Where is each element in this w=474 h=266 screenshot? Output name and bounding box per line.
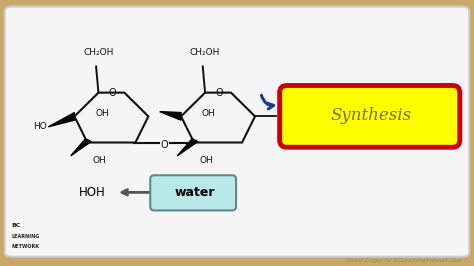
FancyBboxPatch shape — [280, 85, 460, 147]
Text: OH: OH — [199, 156, 213, 165]
Text: OH: OH — [92, 156, 107, 165]
Text: OH: OH — [277, 112, 292, 121]
Text: BC: BC — [12, 223, 21, 228]
Polygon shape — [48, 113, 74, 127]
Text: OH: OH — [95, 109, 109, 118]
Text: Darrol Colgur for BCLearningNetwork.com: Darrol Colgur for BCLearningNetwork.com — [346, 258, 462, 263]
Text: HO: HO — [33, 122, 47, 131]
Text: O: O — [161, 140, 169, 150]
Text: O: O — [109, 88, 116, 98]
Text: OH: OH — [201, 109, 216, 118]
Polygon shape — [71, 139, 91, 156]
Text: NETWORK: NETWORK — [12, 244, 40, 248]
Text: CH₂OH: CH₂OH — [83, 48, 114, 57]
Text: Synthesis: Synthesis — [330, 107, 411, 124]
FancyBboxPatch shape — [150, 175, 236, 210]
Text: water: water — [175, 186, 216, 199]
Polygon shape — [177, 139, 198, 156]
Text: CH₂OH: CH₂OH — [190, 48, 220, 57]
Polygon shape — [160, 112, 181, 120]
Polygon shape — [181, 93, 255, 143]
Text: O: O — [215, 88, 223, 98]
Text: HOH: HOH — [79, 186, 106, 199]
Polygon shape — [74, 93, 148, 143]
Text: LEARNING: LEARNING — [12, 234, 40, 239]
